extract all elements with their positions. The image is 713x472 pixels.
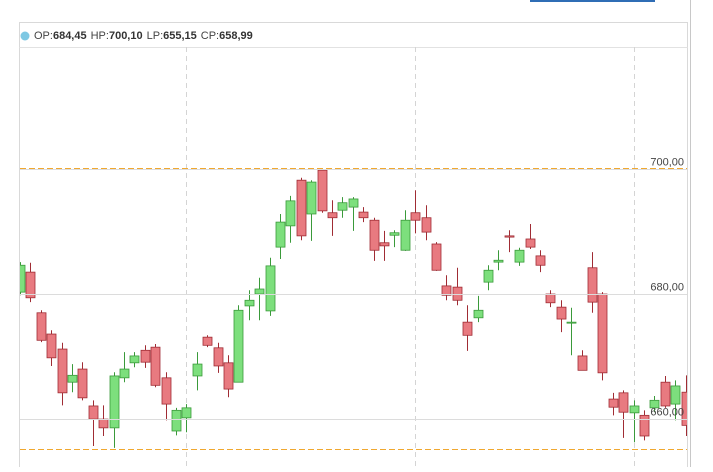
candle-body [649, 399, 660, 409]
candle-body [98, 418, 109, 429]
candle-body [119, 368, 130, 379]
candle-body [213, 347, 224, 367]
plot [20, 168, 687, 448]
candle-body [608, 398, 619, 408]
candle-body [296, 179, 307, 237]
summary-name: OP: [34, 30, 53, 42]
candle-body [306, 181, 317, 215]
candle-body [192, 363, 203, 377]
candle-body [67, 374, 78, 383]
candle-body [369, 219, 380, 251]
candle-body [639, 414, 650, 437]
candle-body [577, 355, 588, 371]
candle-body [525, 238, 536, 248]
summary-name: HP: [91, 30, 109, 42]
candle-body [618, 392, 629, 413]
summary-name: LP: [147, 30, 164, 42]
candle-body [254, 288, 265, 295]
candle-body [421, 217, 432, 233]
candle-body [545, 293, 556, 304]
candle-body [140, 349, 151, 363]
candle-body [171, 409, 182, 432]
frame [19, 22, 688, 472]
candle-body [57, 348, 68, 394]
candle-body [244, 299, 255, 307]
candle-body [483, 269, 494, 283]
candle-body [410, 212, 421, 221]
candle-body [275, 221, 286, 248]
candle-body [36, 312, 47, 341]
candle-body [285, 200, 296, 227]
candle-body [77, 368, 88, 399]
candle-body [181, 407, 192, 419]
candle-body [348, 198, 359, 208]
candle-body [556, 306, 567, 320]
candle-body [109, 375, 120, 429]
candle-body [660, 381, 671, 407]
candle-body [129, 355, 140, 364]
candle-body [389, 232, 400, 236]
top-button[interactable] [530, 0, 655, 2]
candle-body [452, 286, 463, 301]
candle-body [202, 336, 213, 346]
candle-body [535, 255, 546, 266]
candle-body [462, 321, 473, 336]
summary: OP:684,45 HP:700,10 LP:655,15 CP:658,99 [34, 30, 253, 42]
candle-body [161, 377, 172, 405]
x-grid [186, 47, 635, 467]
candle-body [317, 169, 328, 212]
candle-body [514, 249, 525, 263]
legend-dot [20, 31, 30, 41]
candle-body [88, 405, 99, 420]
y-tick-label: 680,00 [650, 281, 684, 293]
candle-body [431, 243, 442, 271]
candle-body [441, 285, 452, 296]
candle-body [400, 219, 411, 251]
candle-body [504, 235, 515, 238]
candle-body [473, 309, 484, 319]
candle-body [337, 202, 348, 211]
candle-body [327, 212, 338, 219]
candle-body [150, 346, 161, 386]
candle-body [629, 405, 640, 414]
candle-body [597, 293, 608, 374]
candle-body [681, 391, 687, 426]
candle-body [670, 385, 681, 405]
summary-value: 684,45 [53, 30, 87, 42]
candle-body [566, 321, 577, 324]
candle-body [233, 309, 244, 383]
candle-body [25, 271, 36, 299]
candle-body [358, 211, 369, 219]
y-tick-label: 700,00 [650, 156, 684, 168]
summary-value: 700,10 [109, 30, 143, 42]
summary-name: CP: [201, 30, 219, 42]
candle-body [223, 362, 234, 390]
candle-body [493, 259, 504, 263]
summary-value: 655,15 [163, 30, 197, 42]
candle-body [46, 333, 57, 359]
candle-body [20, 264, 26, 293]
candle-body [379, 242, 390, 247]
summary-value: 658,99 [219, 30, 253, 42]
y-tick-label: 660,00 [650, 406, 684, 418]
candle-body [587, 267, 598, 303]
candle-body [265, 265, 276, 312]
